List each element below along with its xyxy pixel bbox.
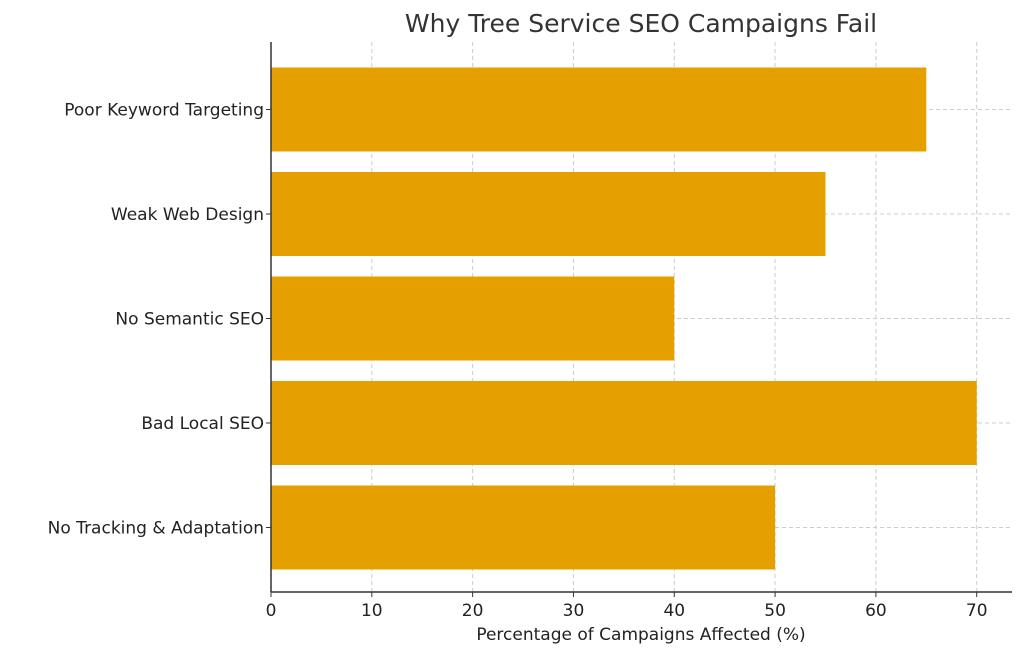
bar: [271, 276, 675, 361]
y-tick-label: Bad Local SEO: [141, 414, 264, 434]
x-axis-label: Percentage of Campaigns Affected (%): [476, 625, 805, 645]
chart-title: Why Tree Service SEO Campaigns Fail: [405, 9, 877, 38]
bar: [271, 172, 826, 256]
x-tick-label: 60: [865, 601, 887, 621]
x-tick-label: 10: [361, 601, 383, 621]
x-ticks: 0 10 20 30 40 50 60 70: [266, 592, 988, 621]
x-tick-label: 50: [764, 601, 786, 621]
y-tick-label: Weak Web Design: [111, 205, 264, 225]
x-tick-label: 40: [663, 601, 685, 621]
y-tick-label: No Tracking & Adaptation: [48, 519, 264, 539]
bars: [271, 67, 977, 570]
x-tick-label: 30: [563, 601, 585, 621]
bar: [271, 381, 977, 465]
x-tick-label: 20: [462, 601, 484, 621]
y-tick-label: Poor Keyword Targeting: [64, 101, 264, 121]
bar: [271, 67, 927, 152]
bar: [271, 485, 776, 570]
x-tick-label: 0: [266, 601, 277, 621]
axes: [270, 42, 1012, 593]
y-ticks: Poor Keyword Targeting Weak Web Design No …: [48, 101, 271, 539]
y-tick-label: No Semantic SEO: [115, 310, 264, 330]
x-tick-label: 70: [966, 601, 988, 621]
